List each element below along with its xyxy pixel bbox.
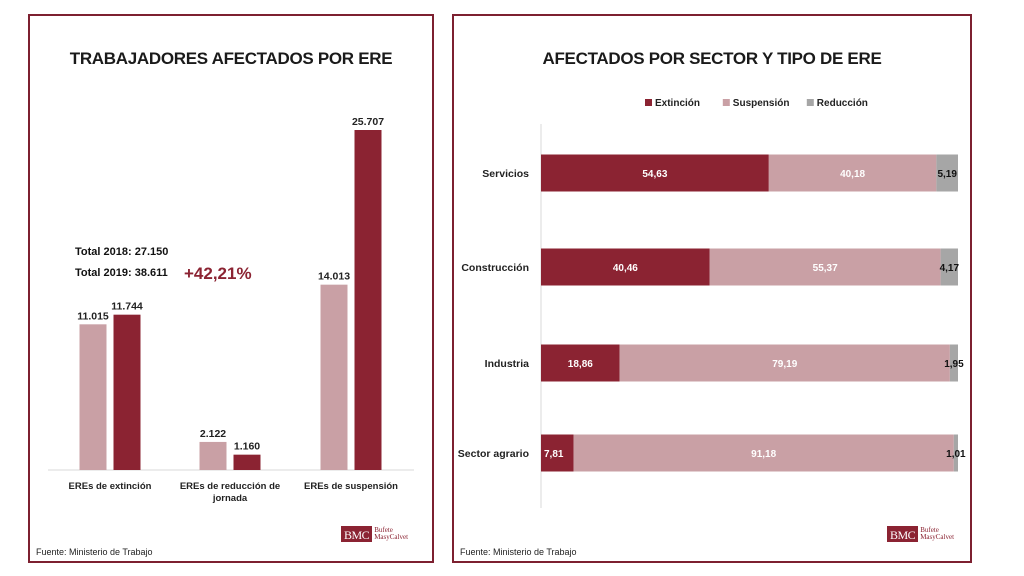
left-chart-panel: TRABAJADORES AFECTADOS POR ERE Total 201… (28, 14, 434, 563)
logo-text: Bufete MasyCalvet (374, 527, 408, 541)
logo-text-right: Bufete MasyCalvet (920, 527, 954, 541)
legend-swatch (722, 99, 730, 106)
bar-segment (949, 344, 958, 382)
data-label: 40,46 (613, 263, 638, 274)
logo-line2: MasyCalvet (374, 533, 409, 541)
data-label: 5,19 (937, 169, 957, 180)
logo-line2-right: MasyCalvet (920, 533, 955, 541)
data-label: 1,95 (944, 359, 964, 370)
bar (320, 284, 348, 470)
right-chart-title: AFECTADOS POR SECTOR Y TIPO DE ERE (542, 49, 882, 68)
category-label: EREs de suspensión (304, 481, 398, 492)
data-label: 54,63 (642, 169, 667, 180)
left-chart-title: TRABAJADORES AFECTADOS POR ERE (69, 49, 393, 68)
bar (354, 130, 382, 470)
category-label: EREs de extinción (69, 481, 152, 492)
bar-segment (619, 344, 950, 382)
category-label: Sector agrario (458, 448, 529, 460)
data-label: 1,01 (946, 449, 966, 460)
logo-mark-right: BMC (887, 526, 919, 542)
right-source: Fuente: Ministerio de Trabajo (460, 547, 577, 557)
data-label: 11.744 (111, 301, 143, 313)
category-label: Industria (485, 358, 529, 370)
category-label: jornada (212, 493, 248, 504)
logo-line1: Bufete (374, 526, 393, 534)
legend-label: Reducción (817, 98, 868, 109)
logo-mark: BMC (341, 526, 373, 542)
data-label: 2.122 (200, 428, 226, 440)
bar (199, 441, 227, 470)
right-chart-panel: AFECTADOS POR SECTOR Y TIPO DE ERE Extin… (452, 14, 972, 563)
left-bar-chart: 11.015 2.122 14.013 11.744 1.160 25.707 EREs d… (48, 116, 414, 504)
bar-segment (709, 248, 941, 286)
totals-block: Total 2018: 27.150 Total 2019: 38.611 (75, 242, 168, 284)
legend-label: Extinción (655, 98, 700, 109)
bmc-logo-right: BMC Bufete MasyCalvet (887, 526, 954, 542)
right-stacked-bar-chart: Extinción Suspensión Reducción Servicios 54,… (458, 98, 966, 508)
bar-segment (940, 248, 958, 286)
legend-label: Suspensión (733, 98, 790, 109)
category-label: EREs de reducción de (180, 481, 280, 492)
legend-swatch (806, 99, 814, 106)
total-2018: Total 2018: 27.150 (75, 246, 169, 258)
bar-segment (541, 154, 769, 192)
bmc-logo: BMC Bufete MasyCalvet (341, 526, 408, 542)
bar-segment (953, 434, 958, 472)
data-label: 79,19 (772, 359, 797, 370)
data-label: 7,81 (544, 449, 564, 460)
legend-swatch (645, 99, 652, 106)
bar-segment (768, 154, 937, 192)
total-2019: Total 2019: 38.611 (75, 267, 168, 279)
category-label: Servicios (482, 168, 529, 180)
bar (79, 324, 107, 470)
bar-segment (541, 248, 710, 286)
data-label: 55,37 (813, 263, 838, 274)
left-source: Fuente: Ministerio de Trabajo (36, 547, 153, 557)
data-label: 4,17 (940, 263, 960, 274)
category-label: Construcción (461, 262, 529, 274)
bar-segment (541, 434, 574, 472)
bar-segment (541, 344, 620, 382)
bar-segment (936, 154, 958, 192)
data-label: 40,18 (840, 169, 865, 180)
change-percentage: +42,21% (184, 264, 252, 283)
data-label: 91,18 (751, 449, 776, 460)
data-label: 14.013 (318, 271, 350, 283)
data-label: 25.707 (352, 116, 384, 128)
bar (233, 454, 261, 470)
bar-segment (573, 434, 954, 472)
data-label: 11.015 (77, 310, 109, 322)
bar (113, 314, 141, 470)
data-label: 18,86 (568, 359, 593, 370)
logo-line1-right: Bufete (920, 526, 939, 534)
data-label: 1.160 (234, 441, 260, 453)
